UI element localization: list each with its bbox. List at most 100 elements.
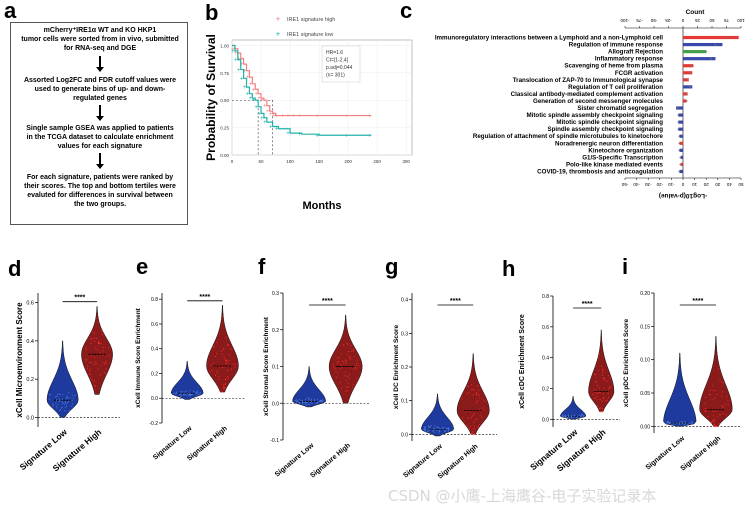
violin-point bbox=[175, 393, 177, 395]
violin-point bbox=[681, 423, 683, 425]
violin-point bbox=[333, 366, 335, 368]
violin-point bbox=[484, 401, 486, 403]
violin-point bbox=[304, 404, 306, 406]
violin-point bbox=[346, 389, 349, 392]
km-censor-mark: + bbox=[315, 114, 319, 120]
violin-point bbox=[49, 393, 51, 395]
violin-y-tick-label: 0.3 bbox=[401, 331, 408, 337]
violin-point bbox=[717, 368, 719, 370]
km-censor-mark: + bbox=[249, 82, 253, 88]
violin-point bbox=[679, 421, 681, 423]
violin-point bbox=[59, 400, 61, 402]
violin-point bbox=[185, 393, 187, 395]
violin-point bbox=[473, 413, 475, 415]
violin-point bbox=[429, 429, 431, 431]
violin-point bbox=[713, 419, 715, 422]
violin-point bbox=[64, 401, 66, 403]
violin-point bbox=[102, 362, 104, 364]
violin-point bbox=[341, 387, 343, 389]
violin-point bbox=[66, 402, 68, 405]
violin-point bbox=[103, 371, 105, 373]
violin-point bbox=[481, 416, 483, 418]
violin-point bbox=[484, 409, 486, 411]
violin-point bbox=[340, 368, 342, 370]
violin-point bbox=[97, 368, 99, 370]
violin-point bbox=[344, 375, 346, 377]
violin-point bbox=[227, 375, 229, 378]
violin-point bbox=[173, 392, 175, 394]
violin-point bbox=[606, 380, 608, 382]
violin-point bbox=[712, 390, 714, 392]
violin-point bbox=[224, 358, 226, 360]
km-censor-mark: + bbox=[246, 92, 250, 98]
violin-point bbox=[192, 390, 195, 392]
violin-point bbox=[223, 348, 225, 351]
violin-shape bbox=[663, 352, 697, 427]
violin-y-tick-label: 0.0 bbox=[542, 417, 549, 423]
km-annotation-box bbox=[321, 45, 361, 83]
violin-point bbox=[724, 403, 726, 405]
violin-point bbox=[712, 385, 714, 387]
violin-point bbox=[476, 418, 478, 420]
bar-category-label: Noradrenergic neuron differentiation bbox=[555, 140, 663, 147]
km-xtick-label: 150 bbox=[315, 159, 323, 164]
violin-point bbox=[296, 399, 298, 401]
violin-point bbox=[338, 361, 340, 363]
bar-top-tick-label: 25 bbox=[695, 18, 701, 23]
violin-shape bbox=[170, 360, 204, 400]
violin-point bbox=[719, 380, 721, 382]
violin-y-tick-label: -0.2 bbox=[149, 421, 158, 427]
violin-point bbox=[90, 343, 92, 345]
bar-count-dot bbox=[678, 142, 681, 145]
violin-point bbox=[100, 374, 102, 376]
bar-bottom-tick-label: -30 bbox=[644, 182, 651, 187]
violin-point bbox=[85, 358, 87, 360]
km-censor-mark: + bbox=[249, 96, 253, 102]
violin-point bbox=[601, 365, 603, 367]
violin-point bbox=[99, 343, 101, 345]
km-censor-mark: + bbox=[231, 49, 235, 55]
bar-category-label: Mitotic spindle checkpoint signaling bbox=[556, 119, 663, 126]
violin-point bbox=[716, 425, 718, 427]
km-annotation-text: (n= 301) bbox=[326, 73, 345, 79]
violin-point bbox=[223, 387, 225, 389]
violin-point bbox=[607, 396, 609, 398]
violin-point bbox=[596, 385, 598, 387]
violin-point bbox=[679, 423, 681, 425]
violin-point bbox=[335, 368, 337, 370]
significance-marker: **** bbox=[322, 298, 333, 305]
violin-point bbox=[595, 397, 597, 399]
violin-point bbox=[228, 359, 230, 361]
violin-point bbox=[351, 350, 353, 352]
violin-point bbox=[354, 366, 356, 369]
violin-point bbox=[593, 393, 595, 395]
violin-point bbox=[349, 358, 351, 360]
violin-point bbox=[704, 402, 706, 404]
violin-point bbox=[476, 392, 478, 394]
violin-point bbox=[605, 400, 607, 402]
violin-point bbox=[58, 401, 60, 403]
violin-point bbox=[221, 350, 223, 352]
km-ytick-label: 0.00 bbox=[220, 153, 229, 158]
km-censor-mark: + bbox=[240, 76, 244, 82]
violin-point bbox=[179, 391, 181, 393]
violin-point bbox=[599, 392, 601, 394]
violin-point bbox=[722, 405, 725, 408]
violin-y-tick-label: 0.20 bbox=[640, 291, 650, 297]
violin-point bbox=[564, 415, 566, 417]
violin-y-tick-label: 0.15 bbox=[640, 324, 650, 330]
violin-ylabel: xCell Microenvironment Score bbox=[15, 302, 24, 418]
violin-point bbox=[306, 401, 308, 403]
violin-point bbox=[468, 392, 470, 394]
violin-point bbox=[225, 362, 227, 364]
violin-point bbox=[68, 400, 70, 402]
violin-point bbox=[602, 377, 605, 380]
violin-point bbox=[306, 404, 308, 406]
violin-point bbox=[55, 402, 57, 404]
violin-point bbox=[353, 350, 355, 352]
km-ytick-label: 0.50 bbox=[220, 98, 229, 103]
violin-y-tick-label: 0.0 bbox=[401, 432, 408, 438]
violin-point bbox=[221, 353, 223, 355]
violin-point bbox=[231, 349, 233, 351]
violin-y-tick-label: 0.10 bbox=[640, 358, 650, 364]
